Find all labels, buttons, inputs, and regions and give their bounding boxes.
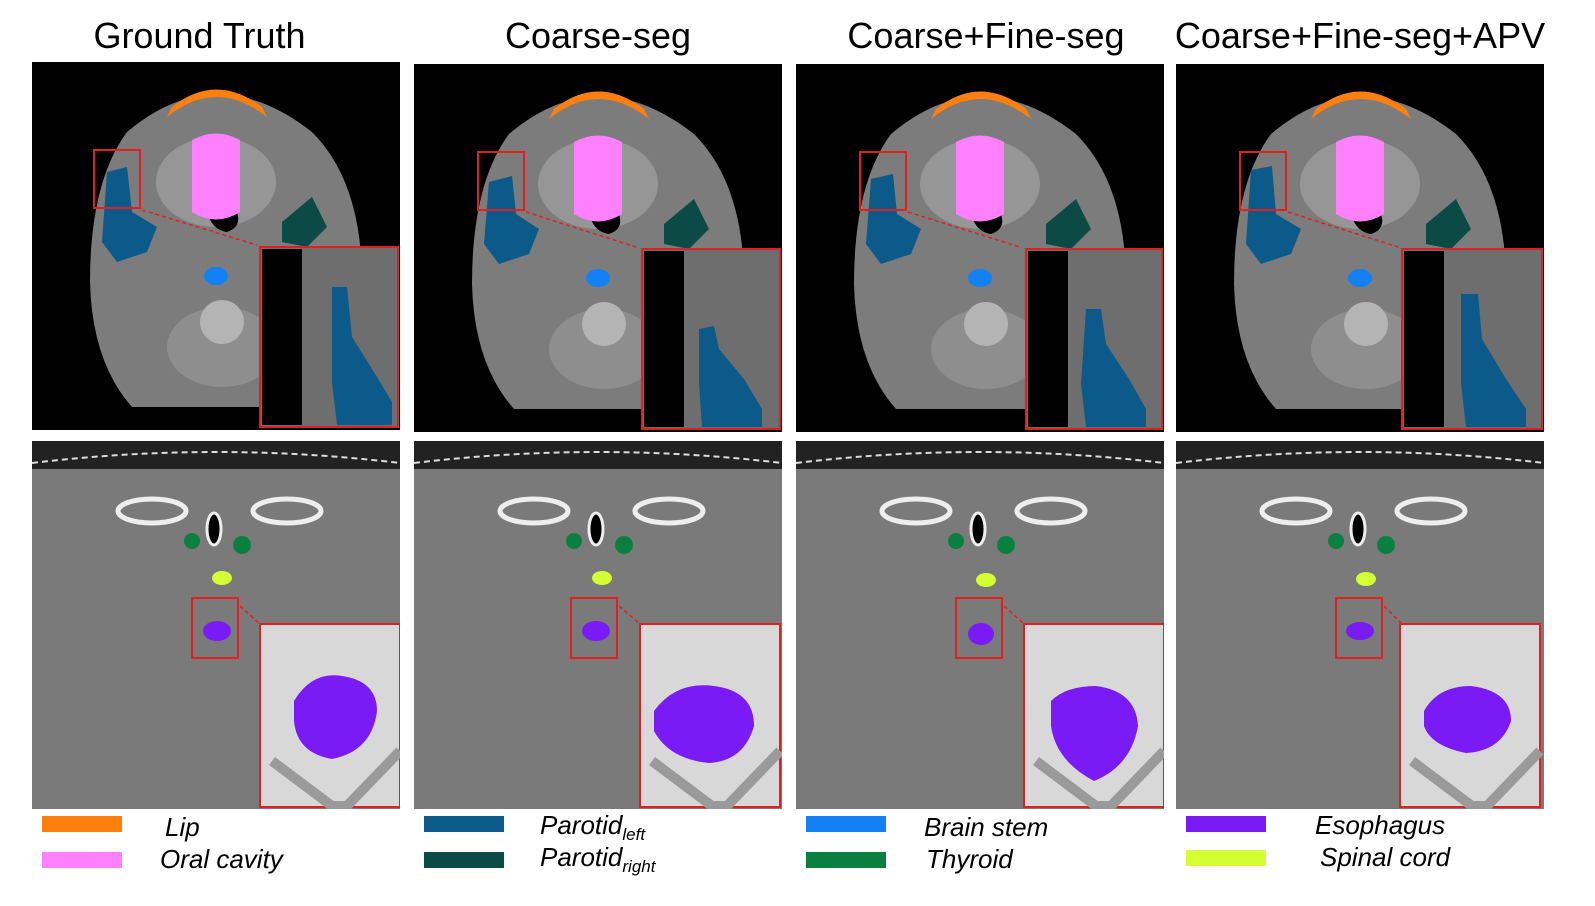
neck-ct-panel-coarse-seg [414, 441, 782, 809]
neck-ct-panel-ground-truth [32, 441, 400, 809]
head-ct-image [32, 62, 400, 430]
thyroid-left-region [184, 533, 200, 549]
head-ct-image [796, 64, 1164, 432]
head-ct-panel-coarse-fine-seg [796, 64, 1164, 432]
neck-ct-panel-coarse-fine-seg [796, 441, 1164, 809]
parotid-left-region [102, 167, 157, 262]
head-ct-image [1176, 64, 1544, 432]
legend-swatch-spinal-cord [1186, 850, 1266, 866]
esophagus-region [203, 621, 231, 641]
zoom-source-box [93, 149, 141, 209]
column-title-coarse-fine-seg-apv: Coarse+Fine-seg+APV [1174, 15, 1546, 56]
neck-ct-image [796, 441, 1164, 809]
brain-stem-region [204, 267, 228, 285]
head-ct-panel-coarse-seg [414, 64, 782, 432]
oral-cavity-region [192, 133, 240, 220]
neck-ct-image [32, 441, 400, 809]
legend-label-oral-cavity: Oral cavity [160, 844, 283, 874]
legend-label-parotid-right: Parotidright [540, 842, 656, 876]
spinal-cord-region [212, 571, 232, 585]
head-ct-image [414, 64, 782, 432]
legend-swatch-lip [42, 816, 122, 832]
column-title-coarse-seg: Coarse-seg [504, 15, 692, 56]
legend-swatch-thyroid [806, 852, 886, 868]
head-ct-panel-coarse-fine-seg-apv [1176, 64, 1544, 432]
neck-ct-panel-coarse-fine-seg-apv [1176, 441, 1544, 809]
parotid-right-region [282, 197, 327, 247]
legend-swatch-parotid-right [424, 852, 504, 868]
legend-label-spinal-cord: Spinal cord [1320, 842, 1451, 872]
legend-swatch-oral-cavity [42, 852, 122, 868]
legend-swatch-brain-stem [806, 816, 886, 832]
lip-region [167, 89, 267, 117]
thyroid-right-region [233, 536, 251, 554]
legend-label-thyroid: Thyroid [926, 844, 1013, 874]
legend-label-parotid-left: Parotidleft [540, 810, 646, 844]
column-title-ground-truth: Ground Truth [93, 15, 306, 56]
legend-label-esophagus: Esophagus [1315, 810, 1446, 840]
legend-swatch-esophagus [1186, 816, 1266, 832]
legend-label-brain-stem: Brain stem [924, 812, 1049, 842]
legend-swatch-parotid-left [424, 816, 504, 832]
legend-label-lip: Lip [165, 812, 200, 842]
column-title-coarse-fine-seg: Coarse+Fine-seg [847, 15, 1125, 56]
neck-ct-image [1176, 441, 1544, 809]
neck-ct-image [414, 441, 782, 809]
head-ct-panel-ground-truth [32, 62, 400, 430]
